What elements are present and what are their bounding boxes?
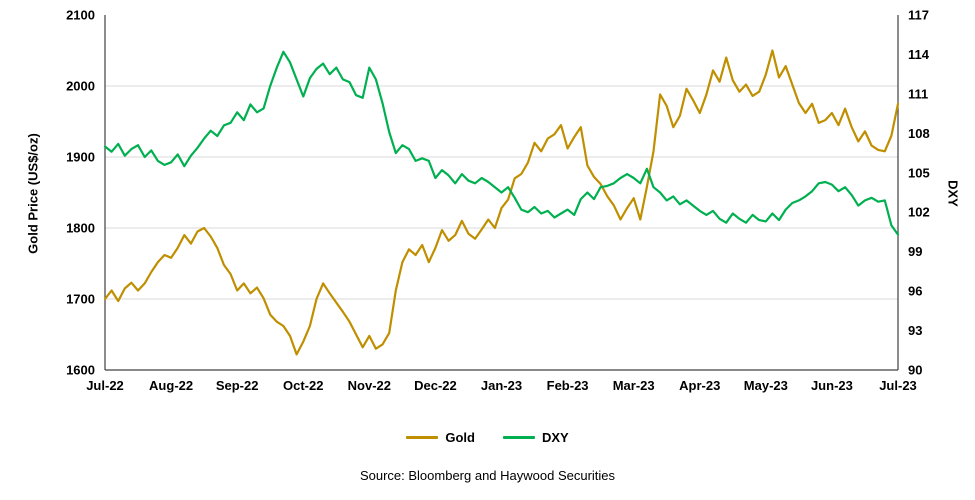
chart-area: Gold Price (US$/oz) 1600 1700 1800 1900 2000… [25, 8, 961, 394]
chart-plot: 1600 1700 1800 1900 2000 2100 90 93 96 99 102 105 10… [66, 8, 930, 394]
right-axis-tick-label: 96 [908, 284, 922, 299]
right-axis-tick-label: 108 [908, 126, 930, 141]
x-axis-tick-label: Sep-22 [216, 378, 259, 393]
legend-label-gold: Gold [445, 430, 475, 445]
x-axis-tick-label: Jun-23 [811, 378, 853, 393]
x-axis-tick-label: Aug-22 [149, 378, 193, 393]
right-axis-tick-label: 93 [908, 323, 922, 338]
right-axis-tick-label: 105 [908, 165, 930, 180]
right-axis-tick-label: 102 [908, 205, 930, 220]
right-axis-tick-label: 99 [908, 244, 922, 259]
x-axis-tick-label: Jan-23 [481, 378, 522, 393]
legend-item-gold: Gold [406, 430, 475, 445]
x-axis-tick-label: Nov-22 [348, 378, 391, 393]
gold-series-line [103, 49, 900, 356]
right-axis-tick-label: 90 [908, 363, 922, 378]
x-axis-tick-label: May-23 [744, 378, 788, 393]
dxy-line-swatch [502, 436, 535, 439]
gold-line-swatch [406, 436, 439, 439]
x-axis-tick-label: Mar-23 [613, 378, 655, 393]
left-axis-tick-label: 1600 [66, 363, 95, 378]
legend-item-dxy: DXY [502, 430, 569, 445]
source-attribution: Source: Bloomberg and Haywood Securities [359, 468, 616, 483]
dxy-series-line [103, 50, 900, 236]
legend-label-dxy: DXY [541, 430, 569, 445]
left-axis-tick-label: 1900 [66, 150, 95, 165]
left-axis-tick-label: 1700 [66, 292, 95, 307]
left-axis-title: Gold Price (US$/oz) [25, 133, 41, 254]
right-axis-tick-label: 117 [908, 8, 929, 23]
right-axis-title: DXY [945, 180, 961, 207]
x-axis-tick-label: Apr-23 [679, 378, 720, 393]
right-axis-tick-label: 111 [908, 86, 928, 101]
x-axis-tick-label: Oct-22 [283, 378, 323, 393]
x-axis-tick-label: Feb-23 [547, 378, 589, 393]
x-axis-tick-label: Dec-22 [414, 378, 457, 393]
chart-legend: Gold DXY [0, 430, 975, 445]
x-axis-tick-label: Jul-23 [879, 378, 917, 393]
left-axis-tick-label: 1800 [66, 221, 95, 236]
x-axis-tick-label: Jul-22 [86, 378, 124, 393]
right-axis-tick-label: 114 [908, 47, 930, 62]
left-axis-tick-label: 2000 [66, 79, 95, 94]
left-axis-tick-label: 2100 [66, 8, 95, 23]
